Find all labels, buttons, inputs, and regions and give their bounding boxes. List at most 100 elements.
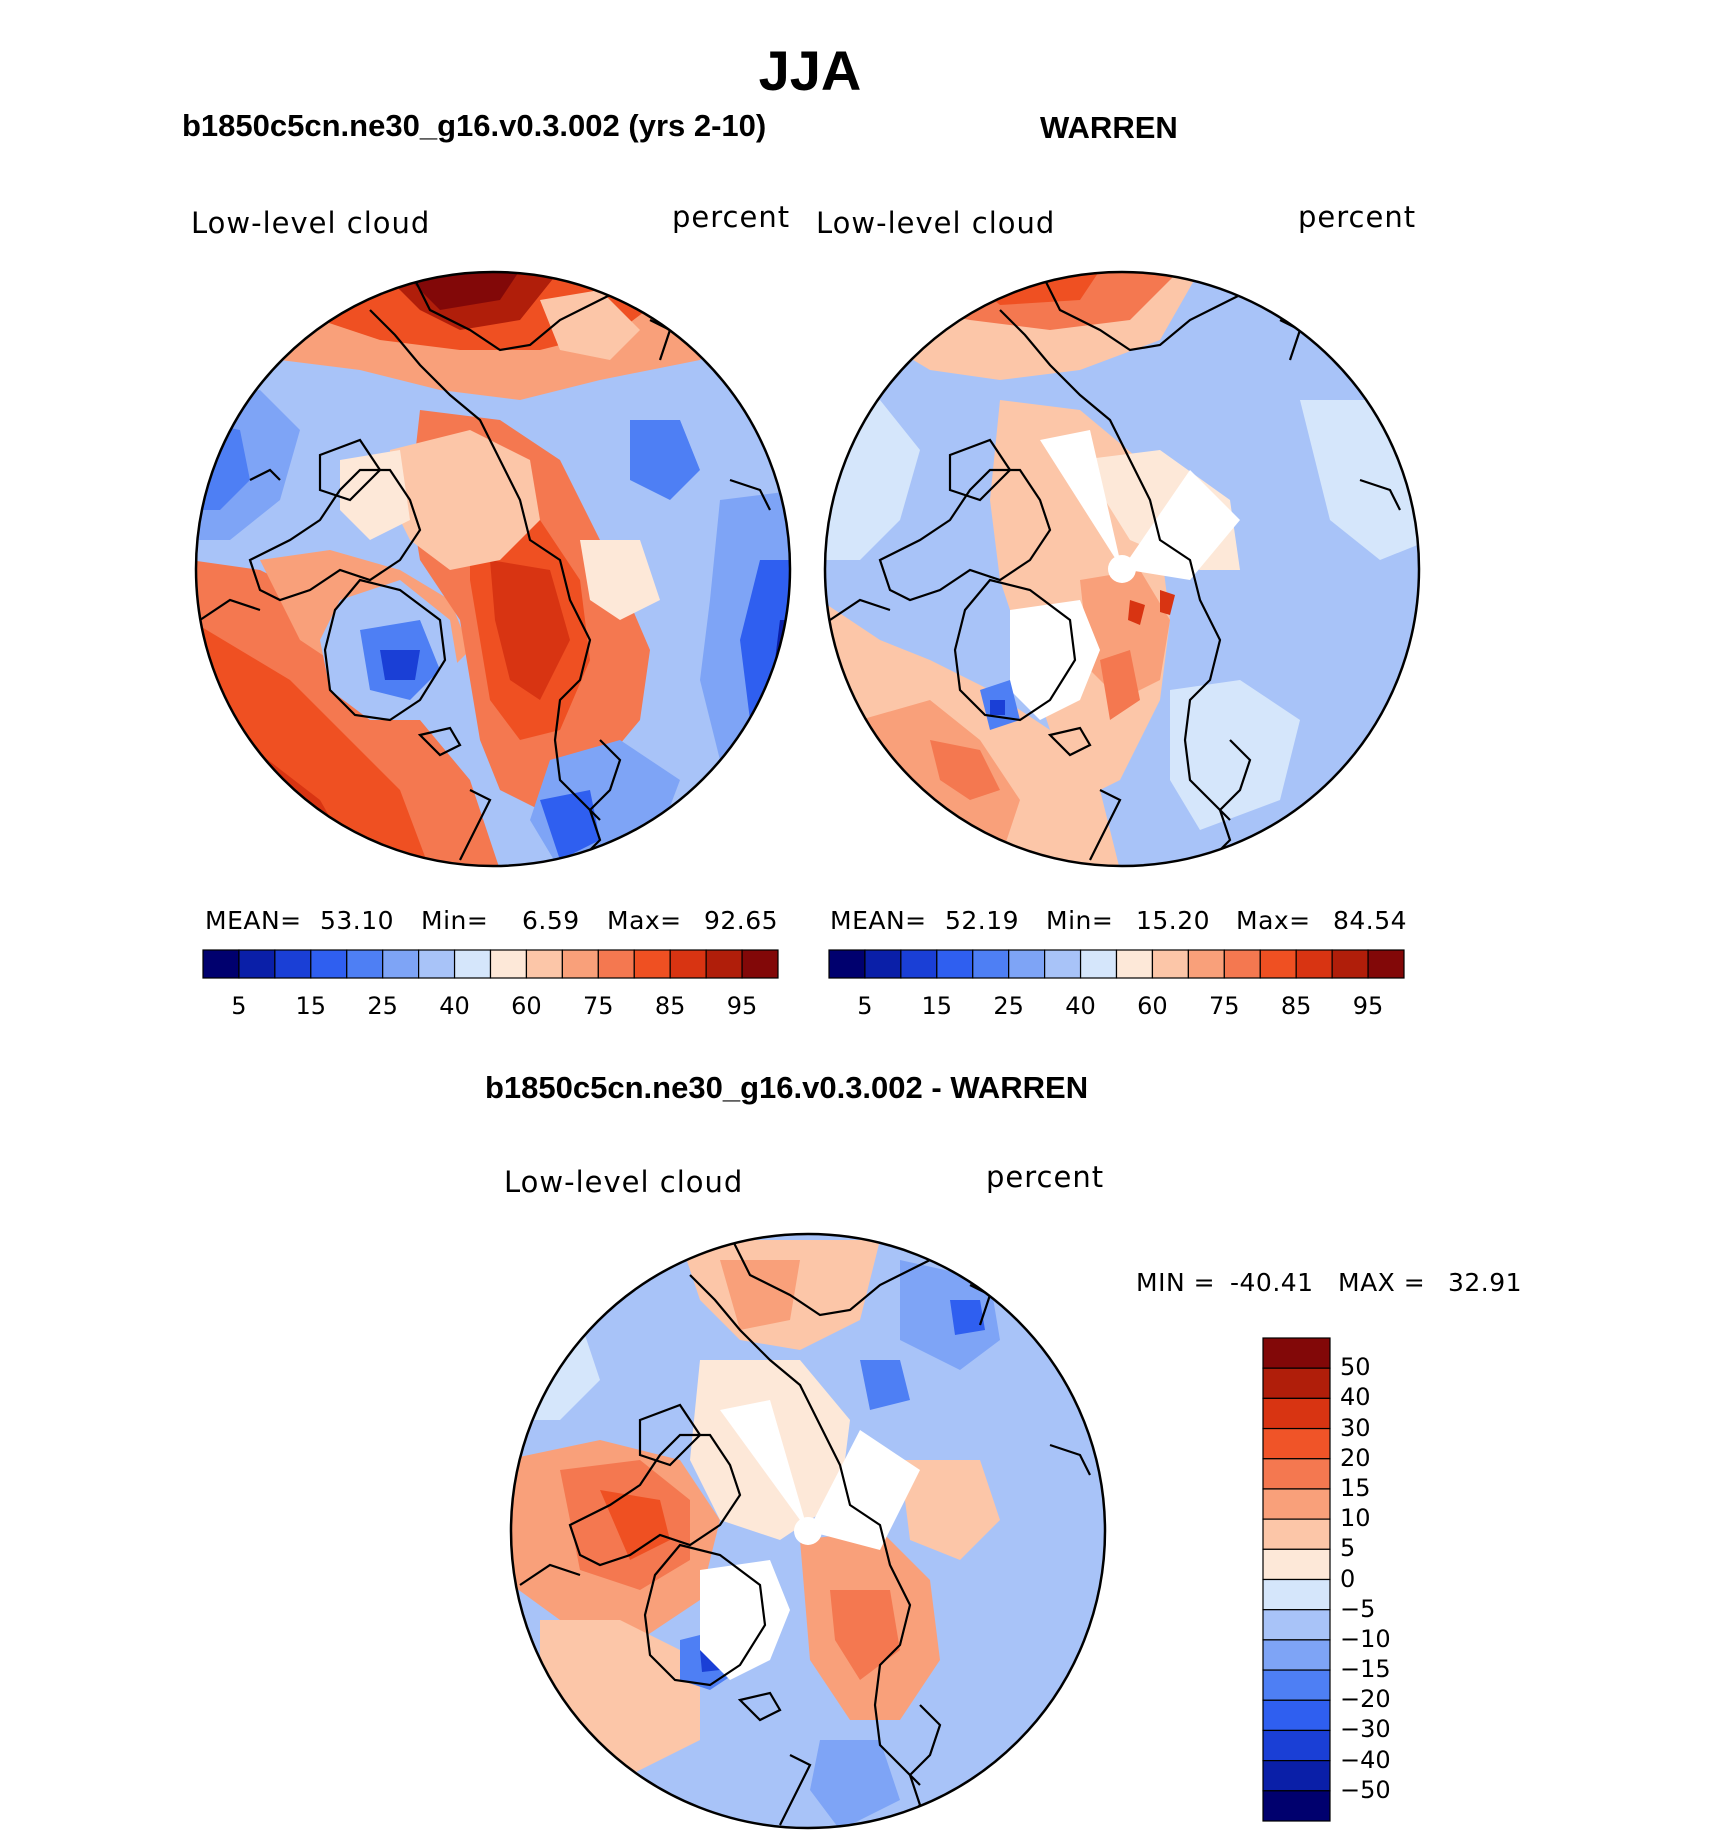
panel1-title: b1850c5cn.ne30_g16.v0.3.002 (yrs 2-10) — [182, 108, 767, 143]
colorbar-tick-label: 15 — [1340, 1473, 1371, 1502]
map1-coastlines — [199, 272, 771, 861]
colorbar-tick-label: 95 — [726, 992, 758, 1020]
colorbar-swatch — [1331, 949, 1369, 979]
colorbar-swatch — [1262, 1729, 1331, 1762]
colorbar-swatch — [1262, 1669, 1331, 1701]
colorbar-swatch — [1262, 1458, 1331, 1490]
colorbar-tick-label: 40 — [439, 992, 470, 1020]
colorbar-tick-label: 5 — [231, 992, 247, 1020]
colorbar-swatch — [453, 949, 492, 979]
panel3-variable-label: Low-level cloud — [504, 1165, 744, 1199]
panel1-variable-label: Low-level cloud — [191, 206, 431, 240]
colorbar-swatch — [741, 949, 779, 979]
colorbar-swatch — [382, 949, 420, 979]
colorbar-swatch — [238, 949, 276, 979]
colorbar-swatch — [633, 949, 671, 979]
panel3-title: b1850c5cn.ne30_g16.v0.3.002 - WARREN — [485, 1070, 1089, 1105]
colorbar-tick-label: 10 — [1340, 1504, 1371, 1533]
colorbar-tick-label: 50 — [1340, 1353, 1371, 1382]
colorbar-tick-label: 95 — [1352, 992, 1384, 1020]
colorbar-swatch — [1262, 1760, 1331, 1792]
colorbar-tick-label: 60 — [1137, 992, 1168, 1020]
colorbar-swatch — [1262, 1337, 1331, 1369]
colorbar-tick-label: 85 — [1280, 992, 1312, 1020]
colorbar-panel1 — [202, 949, 779, 979]
colorbar-swatch — [489, 949, 528, 979]
colorbar-swatch — [1262, 1699, 1331, 1732]
colorbar-swatch — [972, 949, 1010, 979]
panel1-mean-label: MEAN= — [205, 906, 302, 935]
colorbar-swatch — [274, 949, 312, 979]
colorbar-tick-label: 15 — [921, 992, 953, 1020]
colorbar-swatch — [1367, 949, 1405, 979]
colorbar-panel2 — [828, 949, 1405, 979]
colorbar-tick-label: −10 — [1340, 1624, 1391, 1653]
map3-field — [511, 1234, 1105, 1828]
colorbar-swatch — [561, 949, 599, 979]
colorbar-tick-label: 85 — [654, 992, 686, 1020]
panel1-units-label: percent — [672, 200, 791, 234]
colorbar-swatch — [346, 949, 384, 979]
colorbar-swatch — [1262, 1639, 1331, 1671]
panel2-min-value: 15.20 — [1136, 906, 1211, 935]
colorbar-swatch — [418, 949, 456, 979]
colorbar-tick-label: 20 — [1340, 1443, 1371, 1472]
colorbar-swatch — [1187, 949, 1225, 979]
panel1-max-label: Max= — [607, 906, 682, 935]
colorbar-swatch — [1044, 949, 1082, 979]
colorbar-tick-label: 75 — [583, 992, 614, 1020]
panel1-min-value: 6.59 — [522, 906, 580, 935]
panel3-max-value: 32.91 — [1448, 1268, 1523, 1297]
panel1-min-label: Min= — [421, 906, 489, 935]
colorbar-swatch — [669, 949, 707, 979]
colorbar-tick-label: 40 — [1065, 992, 1096, 1020]
panel3-min-value: -40.41 — [1230, 1268, 1314, 1297]
colorbar-tick-label: −15 — [1340, 1655, 1391, 1684]
colorbar-tick-label: 0 — [1340, 1564, 1356, 1593]
colorbar-swatch — [1262, 1578, 1331, 1611]
colorbar-difference — [1262, 1337, 1331, 1822]
colorbar-swatch — [936, 949, 974, 979]
map3-coastlines — [519, 1234, 1091, 1826]
colorbar-swatch — [1295, 949, 1333, 979]
colorbar-swatch — [1262, 1548, 1331, 1581]
panel2-mean-value: 52.19 — [945, 906, 1020, 935]
colorbar-swatch — [597, 949, 635, 979]
colorbar-swatch — [202, 949, 240, 979]
colorbar-swatch — [1262, 1427, 1331, 1460]
colorbar-swatch — [828, 949, 866, 979]
map2-border — [823, 270, 1421, 868]
colorbar-swatch — [525, 949, 563, 979]
colorbar-swatch — [1079, 949, 1118, 979]
colorbar-swatch — [1262, 1488, 1331, 1520]
colorbar-swatch — [1262, 1518, 1331, 1550]
colorbar-swatch — [864, 949, 902, 979]
colorbar-tick-label: 25 — [993, 992, 1024, 1020]
panel2-min-label: Min= — [1046, 906, 1114, 935]
colorbar-swatch — [1151, 949, 1189, 979]
colorbar-tick-label: −20 — [1340, 1685, 1391, 1714]
colorbar-tick-label: 75 — [1209, 992, 1240, 1020]
panel2-title: WARREN — [1040, 110, 1178, 145]
colorbar-swatch — [310, 949, 348, 979]
colorbar-tick-label: 25 — [367, 992, 398, 1020]
colorbar-swatch — [1008, 949, 1046, 979]
colorbar-tick-label: −50 — [1340, 1775, 1391, 1804]
map3-border — [509, 1232, 1107, 1830]
colorbar-swatch — [1262, 1609, 1331, 1641]
colorbar-swatch — [1262, 1790, 1331, 1822]
figure-title: JJA — [758, 39, 862, 102]
panel2-mean-label: MEAN= — [830, 906, 927, 935]
colorbar-tick-label: 15 — [295, 992, 327, 1020]
colorbar-tick-label: −40 — [1340, 1745, 1391, 1774]
panel1-max-value: 92.65 — [704, 906, 779, 935]
colorbar-swatch — [1259, 949, 1297, 979]
colorbar-swatch — [900, 949, 938, 979]
colorbar-tick-label: 40 — [1340, 1383, 1371, 1412]
panel2-units-label: percent — [1298, 200, 1417, 234]
panel2-max-label: Max= — [1236, 906, 1311, 935]
colorbar-swatch — [1262, 1367, 1331, 1399]
colorbar-swatch — [705, 949, 743, 979]
colorbar-tick-label: 30 — [1340, 1413, 1371, 1442]
